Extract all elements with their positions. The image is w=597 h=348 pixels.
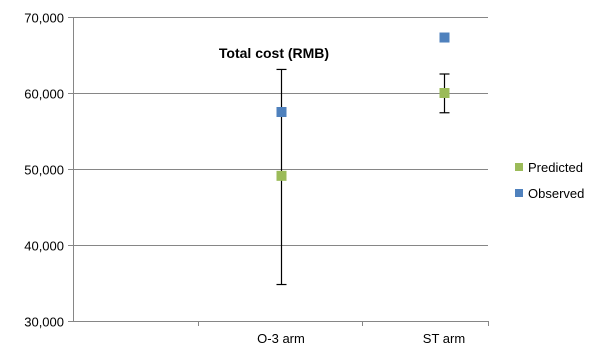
point-observed-1 <box>276 107 287 117</box>
y-tick-label: 60,000 <box>24 87 64 102</box>
grid-lines <box>68 17 488 322</box>
legend-label-observed: Observed <box>528 186 584 201</box>
point-predicted-2 <box>439 88 450 98</box>
point-observed-2 <box>439 32 450 43</box>
chart-title: Total cost (RMB) <box>219 45 329 61</box>
y-tick-label: 70,000 <box>24 11 64 26</box>
point-predicted-1 <box>276 170 287 181</box>
y-tick-label: 40,000 <box>24 239 64 254</box>
y-tick-labels: 30,000 40,000 50,000 60,000 70,000 <box>24 11 64 330</box>
y-tick-label: 50,000 <box>24 163 64 178</box>
x-tick-labels: O-3 arm ST arm <box>257 331 465 346</box>
legend: Predicted Observed <box>515 160 584 201</box>
data-points <box>276 32 450 181</box>
axes <box>73 17 489 326</box>
legend-swatch-observed <box>515 189 523 197</box>
legend-swatch-predicted <box>515 163 523 171</box>
legend-label-predicted: Predicted <box>528 160 583 175</box>
y-tick-label: 30,000 <box>24 315 64 330</box>
x-tick-label: ST arm <box>423 331 465 346</box>
x-tick-label: O-3 arm <box>257 331 305 346</box>
error-bars <box>276 68 450 286</box>
